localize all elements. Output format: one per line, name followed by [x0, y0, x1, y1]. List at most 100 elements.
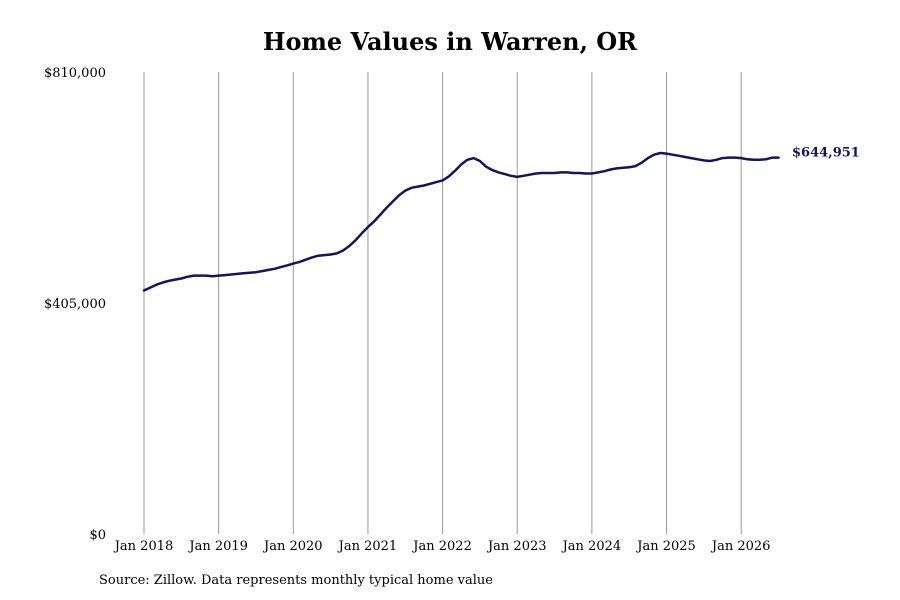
y-tick-label: $810,000 [44, 66, 106, 81]
data-point [479, 160, 481, 162]
data-point [230, 274, 232, 276]
data-point [336, 252, 338, 254]
data-point [734, 157, 736, 159]
data-point [566, 171, 568, 173]
y-tick-label: $405,000 [44, 297, 106, 312]
data-point [404, 190, 406, 192]
data-point [616, 167, 618, 169]
data-point [423, 185, 425, 187]
data-point [392, 201, 394, 203]
data-point [522, 175, 524, 177]
data-point [348, 245, 350, 247]
data-point [311, 256, 313, 258]
data-point [653, 154, 655, 156]
data-point [218, 275, 220, 277]
data-point [516, 176, 518, 178]
data-point [143, 290, 145, 292]
data-point [305, 259, 307, 261]
data-point [411, 187, 413, 189]
data-point [466, 159, 468, 161]
gridlines [143, 72, 742, 534]
series-line [142, 151, 780, 292]
data-point [286, 264, 288, 266]
data-point [429, 183, 431, 185]
data-point [174, 279, 176, 281]
data-point [398, 194, 400, 196]
data-point [603, 170, 605, 172]
source-note: Source: Zillow. Data represents monthly … [99, 573, 493, 588]
data-point [367, 226, 369, 228]
data-point [299, 261, 301, 263]
data-point [541, 172, 543, 174]
data-point [323, 254, 325, 256]
data-point [678, 155, 680, 157]
data-point [317, 255, 319, 257]
data-point [168, 280, 170, 282]
data-point [535, 173, 537, 175]
x-axis-tick-labels: Jan 2018 Jan 2019 Jan 2020 Jan 2021 Jan 2022… [113, 539, 771, 554]
data-point [379, 214, 381, 216]
x-tick-label: Jan 2024 [561, 539, 622, 554]
data-point [156, 284, 158, 286]
data-point [485, 166, 487, 168]
data-point [672, 154, 674, 156]
data-point [547, 172, 549, 174]
data-point [765, 158, 767, 160]
x-tick-label: Jan 2021 [337, 539, 398, 554]
data-point [722, 157, 724, 159]
data-point [205, 275, 207, 277]
data-point [274, 268, 276, 270]
data-point [292, 263, 294, 265]
y-tick-label: $0 [89, 528, 106, 543]
data-point [435, 181, 437, 183]
data-point [149, 287, 151, 289]
data-point [361, 232, 363, 234]
data-point [554, 172, 556, 174]
data-point [628, 166, 630, 168]
data-point [746, 158, 748, 160]
data-point [373, 220, 375, 222]
x-tick-label: Jan 2026 [710, 539, 771, 554]
data-point [578, 172, 580, 174]
data-point [249, 272, 251, 274]
data-point [355, 239, 357, 241]
data-point [684, 156, 686, 158]
data-point [255, 271, 257, 273]
chart-title: Home Values in Warren, OR [262, 27, 638, 56]
data-point [460, 163, 462, 165]
data-point [510, 175, 512, 177]
data-point [771, 157, 773, 159]
data-point [778, 157, 780, 159]
data-point [647, 157, 649, 159]
data-point [597, 171, 599, 173]
annotations: $644,951 [792, 146, 860, 161]
data-point [622, 167, 624, 169]
data-point [386, 207, 388, 209]
data-point [448, 175, 450, 177]
x-tick-label: Jan 2022 [411, 539, 472, 554]
data-point [709, 160, 711, 162]
data-point [330, 254, 332, 256]
data-point [666, 153, 668, 155]
data-point [529, 174, 531, 176]
x-tick-label: Jan 2025 [635, 539, 696, 554]
data-point [280, 266, 282, 268]
data-point [759, 159, 761, 161]
data-point [498, 171, 500, 173]
data-point [454, 170, 456, 172]
data-point [753, 159, 755, 161]
x-tick-label: Jan 2019 [187, 539, 248, 554]
data-point [199, 275, 201, 277]
y-axis-tick-labels: $810,000 $405,000 $0 [44, 66, 106, 543]
data-point [261, 270, 263, 272]
data-point [634, 165, 636, 167]
data-point [591, 173, 593, 175]
data-point [342, 250, 344, 252]
data-point [585, 173, 587, 175]
data-point [740, 157, 742, 159]
data-point [610, 169, 612, 171]
data-point [236, 273, 238, 275]
data-point [560, 171, 562, 173]
data-point [703, 159, 705, 161]
